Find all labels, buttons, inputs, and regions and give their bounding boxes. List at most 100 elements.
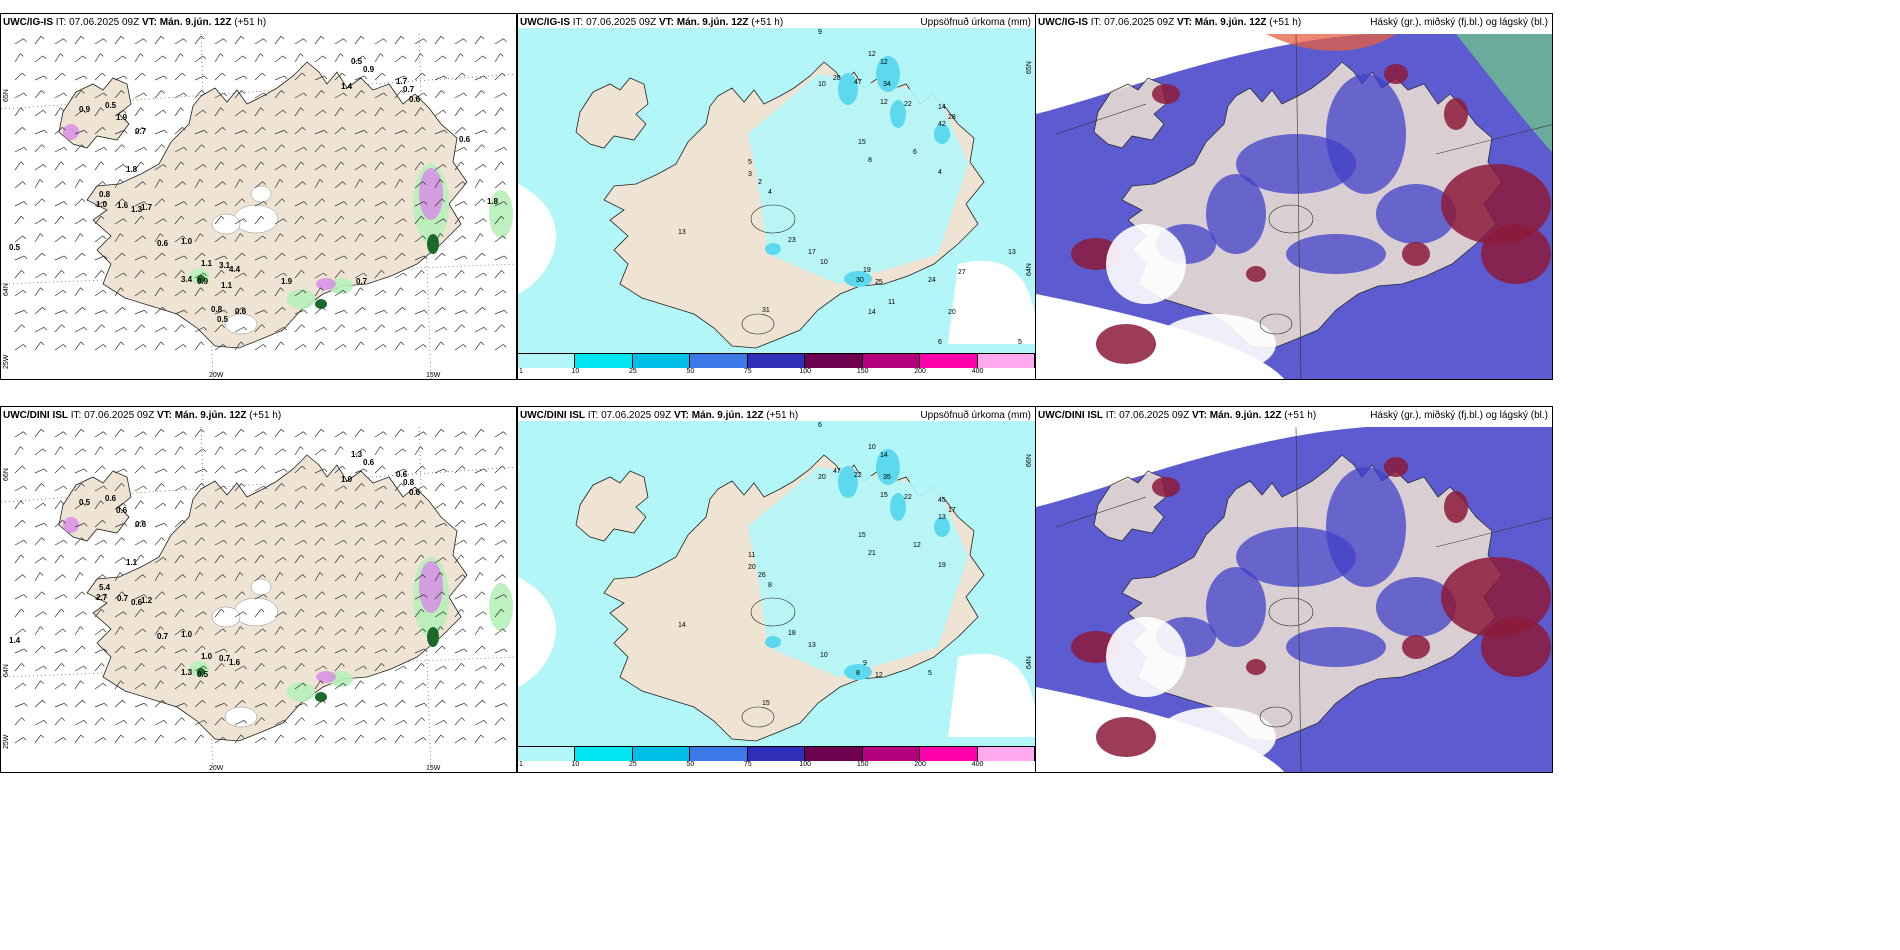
- wind-barb: [314, 719, 324, 726]
- wind-barb-feather: [263, 648, 268, 653]
- wind-barb-feather: [23, 201, 28, 205]
- wind-barb: [494, 500, 501, 510]
- precip-heavy-area: [844, 271, 872, 287]
- hatch-area: [63, 517, 79, 533]
- lat-label-64n: 64N: [3, 283, 10, 296]
- wind-barb-feather: [164, 130, 168, 134]
- wind-barb: [394, 129, 405, 135]
- gust-value-label: 0.6: [363, 458, 375, 467]
- wind-barb: [194, 557, 204, 564]
- wind-barb-feather: [319, 179, 324, 183]
- wind-barb-feather: [83, 557, 87, 561]
- wind-barb-feather: [243, 468, 248, 473]
- gust-value-label: 0.6: [396, 470, 408, 479]
- wind-barb: [54, 574, 63, 582]
- wind-barb: [314, 164, 324, 171]
- wind-barb: [374, 289, 384, 297]
- wind-barb-feather: [119, 572, 124, 576]
- wind-barb-feather: [440, 341, 445, 346]
- graticule-line: [1435, 517, 1552, 548]
- panel-cloud-ig: UWC/IG-IS IT: 07.06.2025 09Z VT: Mán. 9.…: [1035, 13, 1553, 380]
- wind-barb-feather: [121, 90, 125, 94]
- precip-area: [748, 74, 968, 284]
- wind-barb-feather: [181, 72, 186, 77]
- wind-barb-feather: [163, 272, 167, 277]
- wind-barb-feather: [223, 201, 228, 205]
- wind-barb-feather: [343, 594, 348, 598]
- wind-barb: [74, 233, 81, 243]
- wind-barb-feather: [220, 53, 224, 57]
- wind-barb: [74, 35, 82, 45]
- wind-barb: [354, 90, 362, 99]
- wind-barb-feather: [241, 537, 245, 541]
- colorbar-tick-label: 75: [743, 368, 752, 375]
- colorbar-box: [518, 747, 576, 761]
- wind-barb-feather: [283, 272, 287, 277]
- wind-barb-feather: [260, 608, 265, 613]
- wind-barb-feather: [420, 161, 425, 166]
- wind-barb-feather: [320, 428, 325, 433]
- wind-barb: [114, 218, 124, 225]
- wind-barb-feather: [241, 591, 246, 596]
- wind-barb-feather: [364, 523, 368, 527]
- high-cloud-area: [1246, 659, 1266, 675]
- wind-barb: [454, 500, 461, 510]
- gust-value-label: 1.9: [116, 113, 128, 122]
- wind-barb: [374, 648, 385, 654]
- wind-barb-feather: [22, 289, 27, 294]
- gust-value-label: 0.5: [105, 101, 117, 110]
- wind-barb-feather: [282, 307, 286, 311]
- wind-barb-feather: [144, 703, 148, 707]
- wind-barb-feather: [222, 127, 226, 131]
- wind-barb: [94, 539, 104, 546]
- wind-barb-feather: [363, 272, 367, 277]
- wind-barb: [274, 734, 282, 744]
- wind-barb-feather: [501, 72, 506, 77]
- wind-barb-feather: [181, 465, 186, 470]
- wind-barb: [434, 734, 442, 744]
- gust-value-label: 1.4: [9, 636, 21, 645]
- wind-barb-feather: [60, 107, 64, 111]
- wind-barb: [234, 252, 243, 261]
- wind-map: 0.50.91.41.70.70.60.9 0.51.90.71.80.81.0 1…: [1, 33, 516, 379]
- wind-barb: [154, 611, 164, 618]
- wind-barb-feather: [503, 201, 508, 205]
- wind-barb-feather: [262, 628, 267, 633]
- wind-barb: [114, 591, 123, 600]
- wind-barb-feather: [143, 38, 147, 42]
- wind-barb: [154, 572, 161, 582]
- panel-header: UWC/DINI ISL IT: 07.06.2025 09Z VT: Mán.…: [1038, 410, 1317, 421]
- wind-barb: [174, 682, 184, 690]
- wind-barb: [494, 235, 504, 243]
- wind-barb: [234, 522, 245, 528]
- gust-value-label: 0.6: [135, 520, 147, 529]
- hatch-area: [316, 278, 336, 290]
- colorbar-box: [575, 747, 633, 761]
- wind-barb: [194, 233, 201, 243]
- wind-barb: [174, 146, 184, 153]
- cloud-map: [1036, 33, 1552, 379]
- wind-barb: [394, 326, 404, 333]
- precip-heavy-area: [934, 124, 950, 144]
- precip-value-label: 14: [868, 309, 876, 316]
- colorbar-box: [747, 354, 806, 368]
- wind-barb-feather: [263, 344, 267, 348]
- wind-barb-feather: [103, 431, 107, 435]
- wind-barb: [274, 626, 281, 636]
- precip-value-label: 12: [913, 542, 921, 549]
- wind-barb: [274, 468, 285, 474]
- wind-barb: [94, 161, 102, 171]
- wind-barb-feather: [83, 468, 88, 473]
- wind-barb-feather: [401, 144, 405, 148]
- wind-barb: [154, 626, 161, 636]
- precip-value-label: 14: [880, 452, 888, 459]
- wind-barb: [414, 594, 425, 600]
- wind-barb: [54, 465, 63, 474]
- wind-barb-feather: [220, 554, 225, 559]
- wind-barb-feather: [63, 201, 68, 205]
- wind-barb: [234, 341, 242, 351]
- wind-barb-feather: [480, 428, 485, 433]
- wind-barb-feather: [463, 147, 468, 151]
- wind-barb: [474, 700, 483, 708]
- wind-barb: [414, 161, 422, 171]
